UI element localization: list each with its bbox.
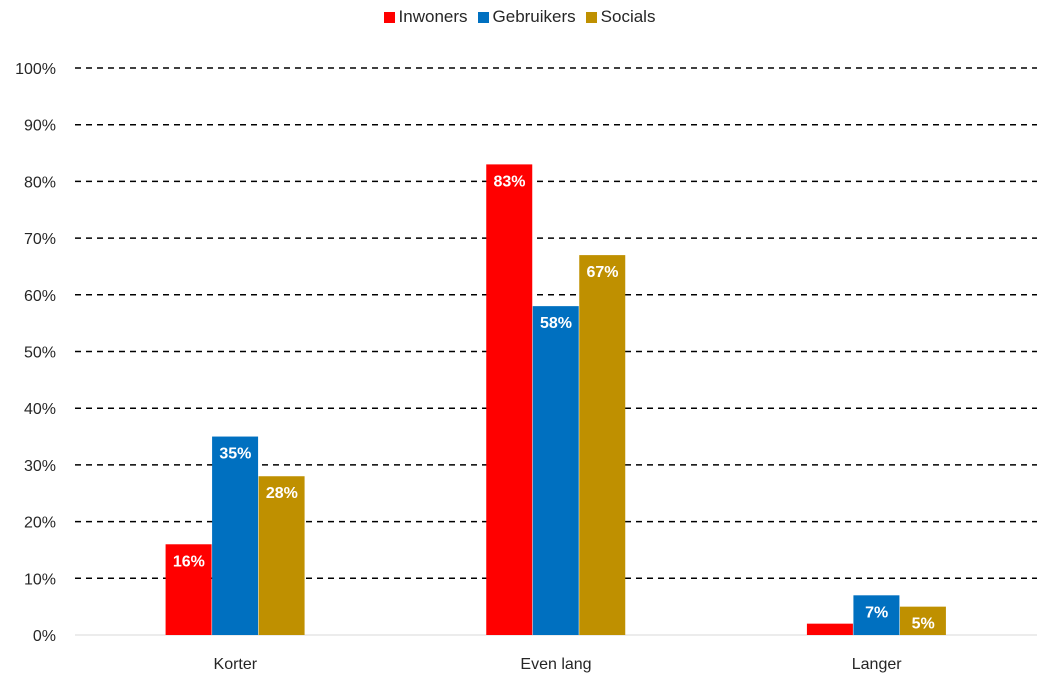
y-tick-label: 20% — [24, 515, 56, 532]
data-label: 5% — [912, 616, 935, 633]
legend-label-gebruikers: Gebruikers — [492, 7, 576, 26]
bar — [579, 255, 626, 636]
bar — [853, 595, 900, 635]
x-category-label: Korter — [214, 656, 258, 673]
bar — [165, 544, 212, 635]
bar — [212, 436, 259, 635]
chart-legend: Inwoners Gebruikers Socials — [0, 5, 1039, 29]
data-label: 16% — [173, 553, 205, 570]
data-label: 58% — [540, 315, 572, 332]
bar — [899, 606, 946, 635]
data-label: 67% — [586, 264, 618, 281]
x-category-label: Langer — [852, 656, 902, 673]
data-label: 7% — [865, 604, 888, 621]
y-tick-label: 10% — [24, 571, 56, 588]
y-tick-label: 30% — [24, 458, 56, 475]
y-tick-label: 0% — [33, 628, 56, 645]
data-label: 28% — [266, 485, 298, 502]
legend-label-socials: Socials — [600, 7, 656, 26]
bar — [486, 164, 533, 635]
y-tick-label: 70% — [24, 231, 56, 248]
y-tick-label: 40% — [24, 401, 56, 418]
bar — [532, 306, 579, 635]
legend-swatch-inwoners — [383, 11, 395, 23]
bar — [806, 623, 853, 635]
legend-label-inwoners: Inwoners — [398, 7, 468, 26]
data-label: 35% — [219, 446, 251, 463]
legend-item-inwoners: Inwoners — [383, 7, 468, 27]
y-tick-label: 60% — [24, 288, 56, 305]
bar — [258, 476, 305, 635]
y-tick-label: 100% — [15, 61, 56, 78]
legend-swatch-gebruikers — [477, 11, 489, 23]
y-tick-label: 90% — [24, 118, 56, 135]
x-category-label: Even lang — [520, 656, 591, 673]
y-tick-label: 50% — [24, 345, 56, 362]
legend-swatch-socials — [585, 11, 597, 23]
y-tick-label: 80% — [24, 174, 56, 191]
data-label: 83% — [493, 173, 525, 190]
legend-item-gebruikers: Gebruikers — [477, 7, 576, 27]
legend-item-socials: Socials — [585, 7, 656, 27]
